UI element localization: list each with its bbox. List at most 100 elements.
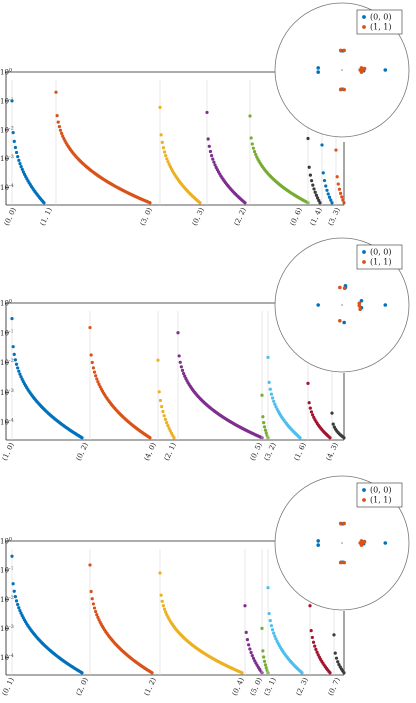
data-point [161, 604, 165, 608]
inset-point-orange [342, 286, 347, 290]
data-point [162, 607, 167, 611]
data-point [322, 178, 327, 183]
x-tick-label: (3, 2) [263, 441, 278, 462]
data-point [306, 136, 310, 141]
data-point [274, 637, 278, 641]
inset-point-orange [358, 68, 362, 72]
inset-center [341, 304, 343, 306]
data-point [267, 611, 271, 616]
data-point [311, 413, 315, 417]
x-tick-label: (0, 4) [231, 676, 246, 697]
data-point [243, 604, 247, 608]
data-point [162, 414, 166, 418]
data-point [330, 201, 334, 205]
data-point [273, 634, 277, 638]
inset-point-orange [338, 318, 342, 323]
data-point [244, 630, 248, 634]
data-point [17, 606, 21, 610]
data-point [312, 187, 316, 191]
data-point [273, 402, 277, 406]
data-point [266, 355, 270, 359]
legend-label: (1, 1) [370, 23, 392, 32]
legend-box [356, 9, 403, 35]
data-point [10, 316, 14, 321]
x-tick-label: (1, 0) [1, 441, 16, 462]
legend-marker-blue [362, 15, 366, 19]
inset-plot: (0, 0)(1, 1) [274, 2, 410, 138]
data-point [148, 201, 152, 205]
data-point [262, 659, 267, 663]
data-point [260, 626, 264, 630]
inset-point-orange [338, 87, 343, 92]
x-tick-label: (2, 3) [295, 676, 310, 697]
data-point [95, 377, 99, 381]
data-point [336, 660, 340, 664]
data-point [16, 602, 20, 607]
data-point [270, 396, 275, 400]
data-point [311, 183, 315, 187]
inset-point-orange [342, 48, 346, 53]
data-point [272, 631, 276, 635]
data-point [178, 360, 182, 364]
inset-point-blue [316, 539, 320, 543]
y-tick-label: 100 [0, 537, 12, 546]
data-point [328, 671, 332, 675]
inset-point-orange [358, 541, 362, 545]
y-tick-label: 10-3 [0, 624, 14, 633]
inset-point-orange [358, 307, 362, 312]
data-point [14, 362, 19, 366]
data-point [19, 611, 23, 615]
data-point [168, 429, 172, 433]
data-point [272, 399, 276, 403]
data-point [90, 597, 94, 601]
data-point [60, 131, 64, 135]
y-tick-label: 10-3 [0, 388, 14, 397]
data-point [252, 150, 257, 154]
data-point [19, 375, 23, 379]
inset-point-orange [362, 539, 367, 544]
data-point [165, 157, 169, 161]
data-point [329, 198, 333, 202]
data-point [89, 353, 93, 357]
data-point [260, 393, 264, 397]
data-point [207, 144, 211, 148]
data-point [335, 175, 339, 179]
series--0--0-: (0, 0) [3, 80, 46, 227]
legend-label: (1, 1) [370, 496, 392, 505]
legend-label: (0, 0) [370, 13, 392, 22]
y-tick-label: 10-1 [0, 566, 14, 575]
x-tick-label: (2, 0) [75, 676, 90, 697]
data-point [163, 417, 167, 421]
data-point [58, 128, 63, 132]
data-point [331, 422, 335, 426]
data-point [57, 125, 61, 129]
data-point [17, 369, 21, 373]
series--1--2-: (1, 2) [143, 549, 244, 697]
data-point [16, 366, 20, 370]
y-tick-label: 10-1 [0, 328, 14, 337]
x-tick-label: (1, 6) [293, 441, 308, 462]
y-tick-label: 100 [0, 299, 12, 308]
legend: (0, 0)(1, 1) [356, 482, 403, 508]
data-point [19, 165, 23, 169]
data-point [269, 624, 273, 628]
data-point [248, 114, 252, 118]
data-point [307, 401, 311, 405]
y-tick-label: 10-2 [0, 595, 14, 604]
x-tick-label: (3, 3) [327, 206, 342, 227]
data-point [251, 656, 256, 660]
data-point [12, 589, 16, 593]
data-point [320, 143, 324, 147]
data-point [336, 182, 340, 186]
legend-marker-orange [362, 25, 366, 29]
data-point [210, 153, 214, 158]
data-point [342, 201, 346, 205]
data-point [309, 410, 314, 414]
x-tick-label: (4, 0) [143, 441, 158, 462]
data-point [56, 120, 60, 124]
data-point [334, 656, 339, 660]
data-point [91, 602, 95, 606]
x-tick-label: (0, 6) [289, 206, 304, 227]
inset-point-orange [357, 303, 362, 308]
